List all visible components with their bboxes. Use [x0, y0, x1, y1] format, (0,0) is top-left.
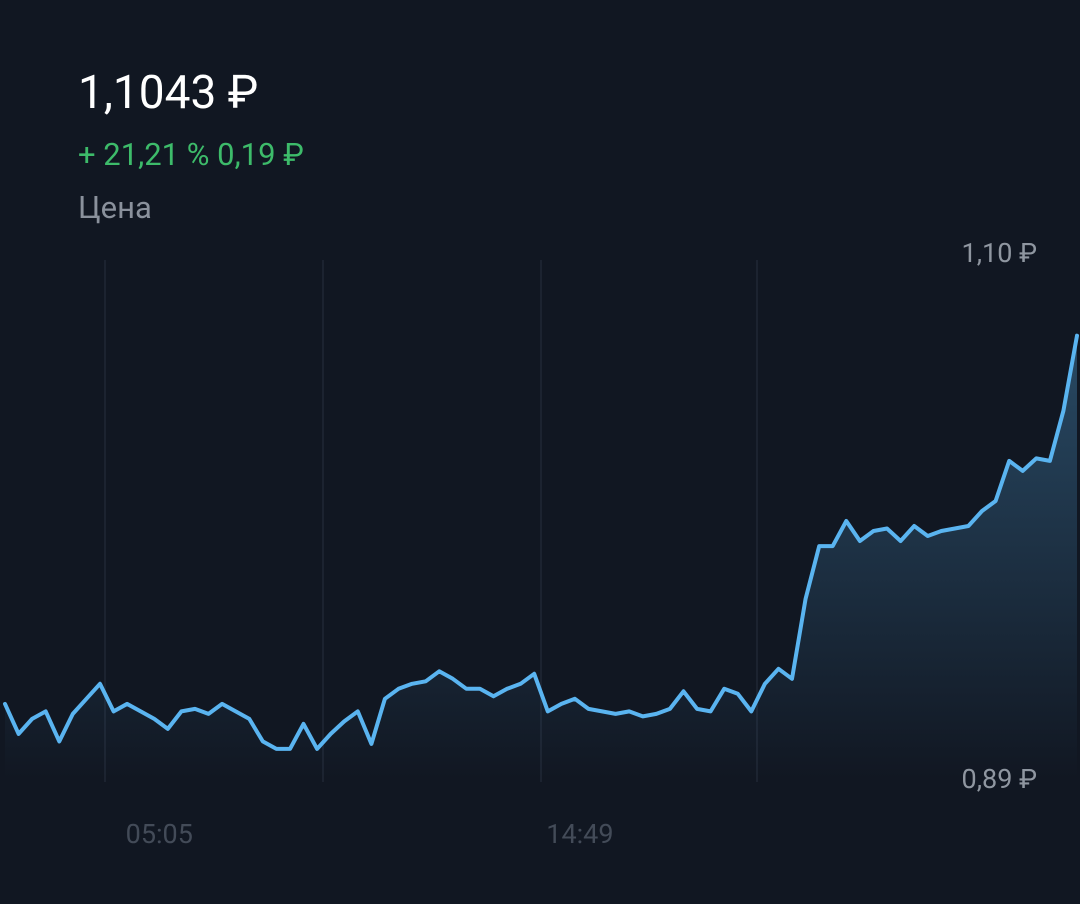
area-fill — [5, 335, 1077, 779]
price-change: + 21,21 % 0,19 ₽ — [78, 136, 304, 173]
x-tick-label: 05:05 — [126, 818, 193, 850]
x-tick-label: 14:49 — [546, 818, 613, 850]
caption: Цена — [78, 189, 152, 226]
y-tick-label: 1,10 ₽ — [962, 237, 1037, 269]
price-line — [3, 333, 1079, 751]
price: 1,1043 ₽ — [78, 66, 258, 120]
